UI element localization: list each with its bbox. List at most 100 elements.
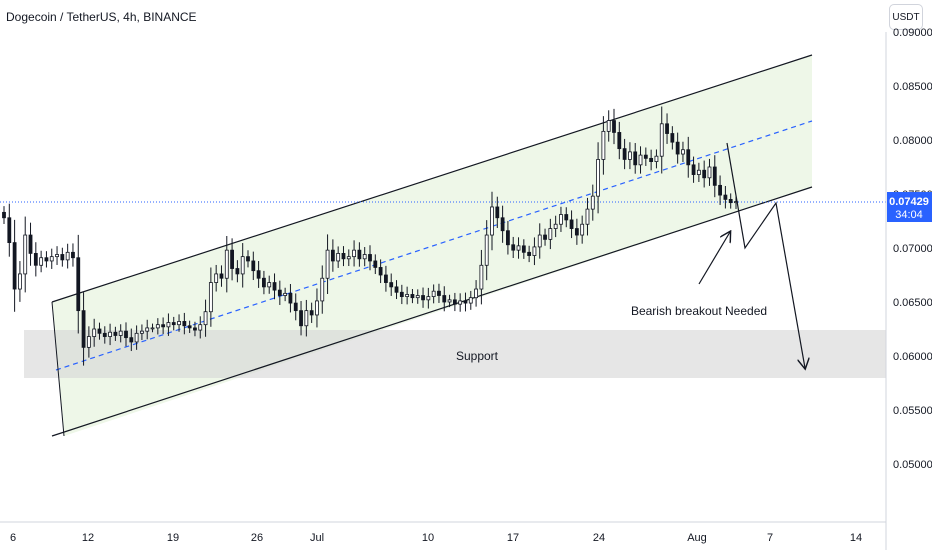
candle-body <box>643 154 648 159</box>
x-tick-label: Aug <box>687 532 707 544</box>
candle-body <box>463 300 468 304</box>
candle-body <box>612 120 616 133</box>
candle-body <box>235 268 240 275</box>
candle-body <box>362 254 367 260</box>
candle-body <box>681 149 685 155</box>
candle-body <box>76 257 81 312</box>
y-tick-label: 0.05000 <box>893 459 932 471</box>
candle-body <box>187 325 192 329</box>
candle-body <box>49 256 54 262</box>
candle-body <box>182 321 187 327</box>
y-tick-label: 0.09000 <box>893 27 932 39</box>
candle-body <box>553 223 558 229</box>
candle-body <box>102 332 107 337</box>
candle-body <box>118 330 123 336</box>
candle-body <box>256 270 261 279</box>
candle-body <box>532 246 537 256</box>
candle-body <box>2 211 6 219</box>
candle-body <box>44 257 49 262</box>
support-zone <box>24 330 886 378</box>
x-axis-ticks[interactable]: 6 12 19 26 Jul 10 17 24 Aug 7 14 <box>10 532 862 544</box>
candle-body <box>193 327 197 331</box>
candle-body <box>12 242 17 290</box>
candle-body <box>437 290 441 296</box>
y-tick-label: 0.06500 <box>893 297 932 309</box>
x-tick-label: 12 <box>82 532 94 544</box>
candle-body <box>537 234 542 248</box>
candle-body <box>431 290 436 298</box>
candle-body <box>60 254 65 261</box>
candle-body <box>596 159 600 197</box>
x-tick-label: Jul <box>310 532 324 544</box>
candle-body <box>23 234 28 275</box>
support-label: Support <box>456 349 499 363</box>
candle-body <box>447 299 452 303</box>
x-tick-label: 24 <box>593 532 605 544</box>
candle-body <box>468 297 473 304</box>
candle-body <box>55 254 59 258</box>
channel-upper-line[interactable] <box>51 54 813 303</box>
currency-button[interactable]: USDT <box>889 4 923 30</box>
candle-body <box>124 330 128 339</box>
candle-body <box>521 245 526 253</box>
symbol-title: Dogecoin / TetherUS, 4h, BINANCE <box>6 10 197 24</box>
candle-body <box>452 299 457 305</box>
x-tick-label: 7 <box>767 532 773 544</box>
candle-body <box>92 328 97 337</box>
candle-body <box>559 214 563 225</box>
candle-body <box>696 169 701 175</box>
x-tick-label: 6 <box>10 532 16 544</box>
candle-body <box>728 198 733 204</box>
candle-body <box>590 195 595 210</box>
candle-body <box>65 251 70 261</box>
candle-body <box>262 277 266 288</box>
candle-body <box>325 249 330 279</box>
candle-body <box>718 184 722 196</box>
candle-body <box>665 123 669 134</box>
candle-body <box>712 166 717 186</box>
candle-body <box>145 327 150 332</box>
candle-body <box>707 166 712 179</box>
candle-body <box>415 295 420 299</box>
candle-body <box>405 294 410 298</box>
y-tick-label: 0.05500 <box>893 405 932 417</box>
candle-body <box>246 256 250 262</box>
candle-body <box>585 208 590 225</box>
candle-body <box>527 251 532 256</box>
breakout-annotation: Bearish breakout Needed <box>631 304 767 318</box>
channel-lower-line[interactable] <box>51 186 813 437</box>
candle-body <box>368 254 372 262</box>
candle-body <box>108 331 112 337</box>
y-axis-ticks[interactable]: 0.050000.055000.060000.065000.070000.075… <box>893 27 932 471</box>
candle-body <box>203 311 208 326</box>
candle-body <box>500 217 505 232</box>
candle-body <box>97 328 102 334</box>
candle-body <box>336 252 341 262</box>
candle-body <box>230 249 234 269</box>
candle-body <box>601 130 606 160</box>
candle-body <box>617 132 622 150</box>
x-tick-label: 14 <box>850 532 862 544</box>
candle-body <box>320 277 325 302</box>
candle-body <box>410 294 415 299</box>
candle-body <box>18 273 22 290</box>
candle-body <box>474 288 478 299</box>
candle-body <box>155 324 160 329</box>
candle-body <box>86 336 91 348</box>
candle-body <box>442 295 447 303</box>
candle-body <box>421 295 425 301</box>
annotation-pointer-arrow[interactable] <box>698 232 730 285</box>
channel-midline[interactable] <box>55 120 813 371</box>
candle-body <box>373 260 378 268</box>
candle-body <box>134 332 139 343</box>
candle-body <box>659 123 664 157</box>
candle-body <box>569 219 574 229</box>
candle-body <box>702 169 707 179</box>
candle-body <box>288 292 293 304</box>
channel-fill <box>52 55 812 436</box>
candle-body <box>686 149 691 166</box>
candles-group <box>2 106 738 366</box>
projection-arrow[interactable] <box>726 142 805 368</box>
y-tick-label: 0.06000 <box>893 351 932 363</box>
